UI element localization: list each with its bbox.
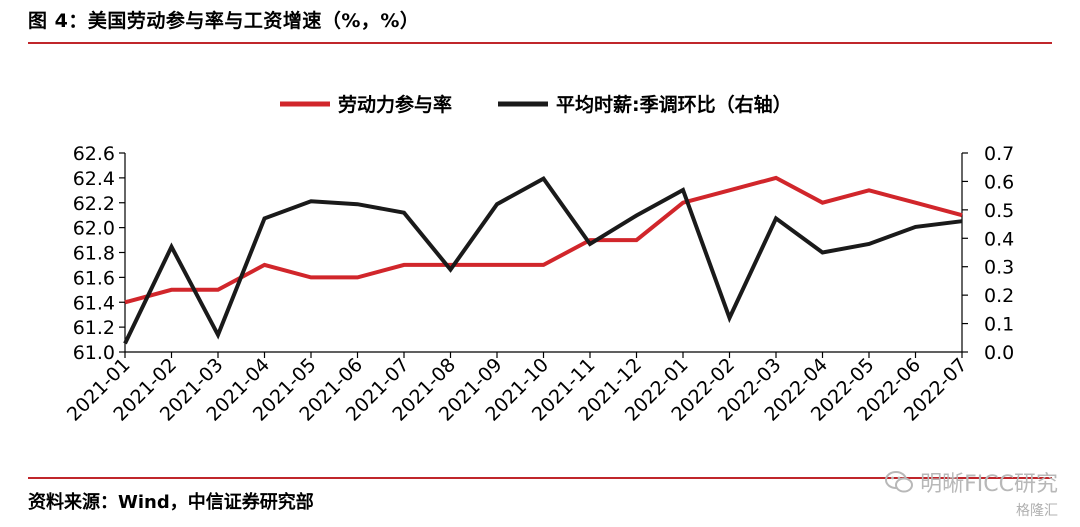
y-right-tick-label: 0.6 (984, 171, 1014, 193)
legend-participation-label: 劳动力参与率 (338, 93, 452, 116)
y-left-tick-label: 61.4 (73, 292, 115, 314)
y-left-tick-label: 61.6 (73, 267, 115, 289)
y-right-tick-label: 0.3 (984, 257, 1014, 279)
y-right-tick-label: 0.2 (984, 285, 1014, 307)
y-left-tick-label: 62.4 (73, 168, 115, 190)
watermark-text: 明晰FICC研究 (920, 472, 1058, 497)
y-left-tick-label: 61.0 (73, 342, 115, 364)
series-lines (123, 175, 963, 345)
legend-wage-label: 平均时薪:季调环比（右轴） (556, 93, 792, 116)
title-rule (28, 42, 1052, 44)
y-left-tick-label: 61.2 (73, 317, 115, 339)
y-left-tick-label: 62.6 (73, 143, 115, 165)
wechat-icon (885, 471, 914, 493)
axes: 61.0 61.2 61.4 61.661.8 62.0 62.2 62.4 62.6 0.0 0… (63, 143, 1014, 426)
watermark-sub: 格隆汇 (1016, 503, 1058, 519)
series-line-wage (123, 175, 963, 345)
watermark: 明晰FICC研究 (884, 466, 1058, 498)
y-left-tick-label: 62.2 (73, 193, 115, 215)
y-left-tick-label: 61.8 (73, 243, 115, 265)
series-line-participation (124, 175, 963, 305)
y-right-tick-label: 0.4 (984, 228, 1014, 250)
y-right-tick-label: 0.7 (984, 143, 1014, 165)
footer-rule (28, 477, 1052, 479)
y-left-tick-label: 62.0 (73, 218, 115, 240)
figure-title: 图 4：美国劳动参与率与工资增速（%，%） (28, 10, 420, 32)
y-right-tick-label: 0.1 (984, 314, 1014, 336)
source-note: 资料来源：Wind，中信证券研究部 (28, 492, 314, 513)
y-right-tick-label: 0.0 (984, 342, 1014, 364)
legend: 劳动力参与率 平均时薪:季调环比（右轴） (280, 93, 792, 116)
y-right-tick-label: 0.5 (984, 200, 1014, 222)
